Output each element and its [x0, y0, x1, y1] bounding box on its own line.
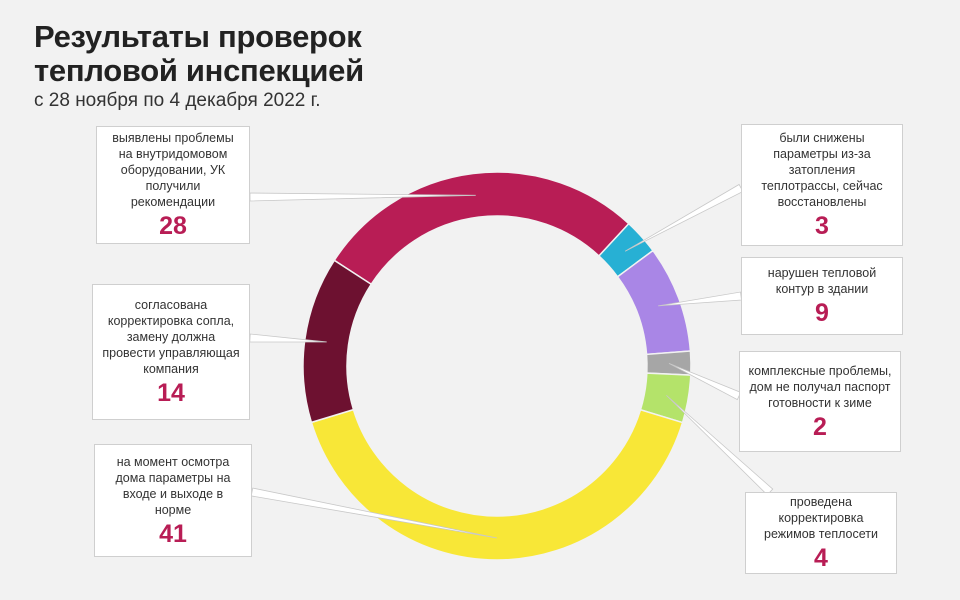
- leader-flooding: [624, 183, 744, 252]
- page-subtitle: с 28 ноября по 4 декабря 2022 г.: [34, 90, 321, 111]
- slice-label: нарушен тепловой контур в здании: [767, 266, 877, 296]
- slice-label: на момент осмотра дома параметры на вход…: [115, 454, 231, 517]
- slice-value: 4: [814, 544, 828, 572]
- label-box-inner-equipment: выявлены проблемы на внутридомовом обору…: [96, 126, 250, 244]
- slice-value: 2: [813, 412, 827, 441]
- slice-value: 3: [815, 212, 829, 240]
- slice-label: были снижены параметры из-за затопления …: [761, 131, 883, 209]
- slice-normal-parameters: [310, 408, 684, 561]
- label-box-nozzle-adjustment: согласована корректировка сопла, замену …: [92, 284, 250, 420]
- slice-value: 14: [157, 379, 185, 407]
- label-box-thermal-contour: нарушен тепловой контур в здании 9: [741, 257, 903, 335]
- leader-nozzle-adjustment: [249, 333, 327, 343]
- label-box-normal-parameters: на момент осмотра дома параметры на вход…: [94, 444, 252, 557]
- leader-normal-parameters: [250, 487, 497, 539]
- slice-label: комплексные проблемы, дом не получал пас…: [748, 363, 892, 410]
- slice-label: выявлены проблемы на внутридомовом обору…: [112, 131, 234, 209]
- label-box-complex-problems: комплексные проблемы, дом не получал пас…: [739, 351, 901, 452]
- slice-value: 28: [159, 212, 187, 240]
- slice-value: 9: [815, 299, 829, 327]
- label-box-network-adjustment: проведена корректировка режимов теплосет…: [745, 492, 897, 574]
- page-title: Результаты проверок тепловой инспекцией: [34, 19, 364, 88]
- slice-nozzle-adjustment: [302, 259, 373, 424]
- leader-inner-equipment: [249, 192, 476, 202]
- slice-value: 41: [159, 519, 187, 548]
- slice-label: проведена корректировка режимов теплосет…: [764, 495, 878, 541]
- slice-inner-equipment: [333, 171, 630, 286]
- label-box-flooding: были снижены параметры из-за затопления …: [741, 124, 903, 246]
- slice-label: согласована корректировка сопла, замену …: [102, 298, 240, 376]
